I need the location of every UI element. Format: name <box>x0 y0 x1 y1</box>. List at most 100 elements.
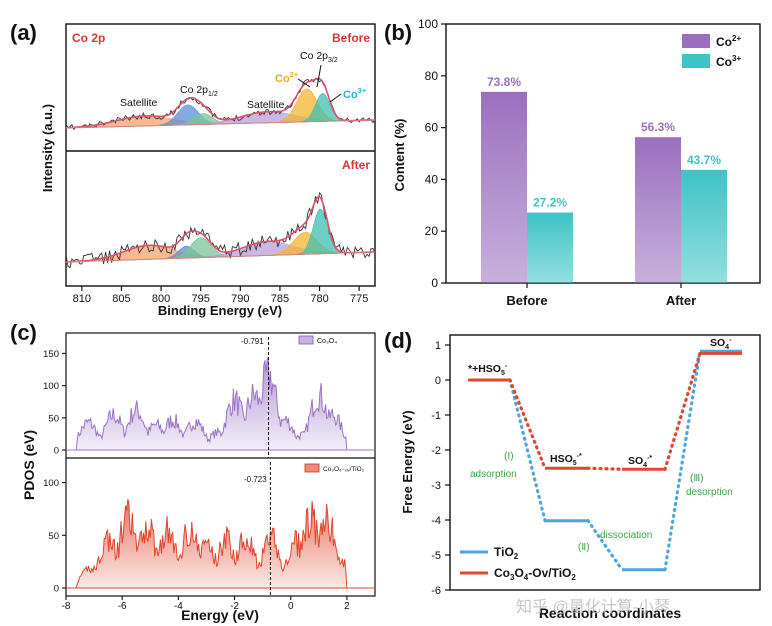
xps-tick-label: 785 <box>271 293 289 305</box>
energy-x-label: Reaction coordinates <box>539 605 682 621</box>
energy-connector-Co3O4-Ov/TiO2 <box>586 466 624 471</box>
pdos-curve-1 <box>66 499 375 589</box>
xps-fit-Before <box>65 77 375 129</box>
energy-y-tick-label: -6 <box>431 585 441 597</box>
pdos-y-tick-label: 50 <box>48 413 59 424</box>
energy-connector-Co3O4-Ov/TiO2 <box>508 378 547 470</box>
arrow-co3plus <box>329 93 342 103</box>
step-2-number: (Ⅱ) <box>578 542 590 553</box>
pdos-legend-swatch-top <box>298 335 314 345</box>
step-3-number: (Ⅲ) <box>690 473 704 484</box>
annotation-co2p12: Co 2p1/2 <box>180 84 218 98</box>
bar-y-tick-label: 0 <box>431 276 438 290</box>
energy-y-tick-label: 0 <box>435 375 441 387</box>
pdos-x-tick-label: -4 <box>174 601 183 612</box>
pdos-y-tick-label: 50 <box>48 531 59 542</box>
watermark: 知乎 @量化计算-小琴 <box>516 597 670 616</box>
annotation-co3plus: Co3+ <box>343 86 367 101</box>
energy-y-tick-label: -5 <box>431 550 441 562</box>
xps-after-label: After <box>342 158 370 172</box>
bar-value-label: 43.7% <box>687 153 721 167</box>
state-label-1: *+HSO5- <box>468 363 508 377</box>
pdos-x-tick-label: 2 <box>344 601 350 612</box>
legend-swatch-co3plus <box>682 54 710 68</box>
bar-y-tick-label: 100 <box>418 17 438 31</box>
panel-label-c: (c) <box>10 320 37 345</box>
xps-tick-label: 810 <box>73 293 91 305</box>
pdos-x-tick-label: -8 <box>62 601 71 612</box>
xps-corner-label: Co 2p <box>72 31 105 45</box>
bar-y-tick-label: 80 <box>425 69 439 83</box>
pdos-x-tick-label: -6 <box>118 601 127 612</box>
xps-tick-label: 795 <box>192 293 210 305</box>
energy-connector-Co3O4-Ov/TiO2 <box>663 351 702 471</box>
energy-y-tick-label: -2 <box>431 445 441 457</box>
pdos-panel: 0 50 100 150 0 50 100 -8 -6 -4 -2 0 2 Co₃O₄ Co₃O₄₋… <box>21 332 376 623</box>
xps-x-axis: 810 805 800 795 790 785 780 775 <box>73 286 368 305</box>
bar-Co3+-Before <box>527 212 573 283</box>
xps-tick-label: 800 <box>152 293 170 305</box>
annotation-co2p32: Co 2p3/2 <box>300 50 338 64</box>
xps-y-label: Intensity (a.u.) <box>40 104 55 192</box>
legend-co2plus: Co2+ <box>716 34 741 49</box>
energy-connector-TiO2 <box>508 378 547 523</box>
panel-label-a: (a) <box>10 20 37 45</box>
annotation-satellite-1: Satellite <box>120 97 158 109</box>
legend-co3o4: Co3O4-Ov/TiO2 <box>494 566 576 582</box>
panel-label-b: (b) <box>384 20 412 45</box>
energy-frame <box>449 334 761 591</box>
bar-value-label: 56.3% <box>641 120 675 134</box>
bar-frame <box>445 23 761 284</box>
annotation-satellite-2: Satellite <box>247 99 285 111</box>
bar-y-tick-label: 40 <box>425 172 439 186</box>
pdos-y-tick-label: 0 <box>54 446 59 457</box>
state-label-2: HSO5-* <box>550 453 582 467</box>
fermi-label-bot: -0.723 <box>244 475 267 484</box>
bar-value-label: 73.8% <box>487 75 521 89</box>
xps-tick-label: 790 <box>231 293 249 305</box>
pdos-y-label: PDOS (eV) <box>21 430 37 500</box>
pdos-y-tick-label: 100 <box>43 381 59 392</box>
bar-category-label: Before <box>506 293 547 308</box>
pdos-y-tick-label: 100 <box>43 478 59 489</box>
xps-tick-label: 775 <box>350 293 368 305</box>
energy-y-tick-label: 1 <box>435 340 441 352</box>
state-label-3: SO4-* <box>628 455 652 469</box>
pdos-y-tick-label: 150 <box>43 349 59 360</box>
pdos-curve-0 <box>66 356 375 451</box>
pdos-co3o4-plot: 0 50 100 150 <box>43 337 375 458</box>
pdos-x-tick-label: 0 <box>288 601 294 612</box>
arrow-co2plus <box>297 78 311 88</box>
energy-marks <box>468 349 742 572</box>
legend-swatch-co2plus <box>682 34 710 48</box>
energy-y-tick-label: -1 <box>431 410 441 422</box>
bar-panel: 0 20 40 60 80 100 73.8% 27.2% Before 56.3% 43.7% A… <box>392 17 761 308</box>
energy-y-tick-label: -3 <box>431 480 441 492</box>
pdos-co3o4ov-plot: 0 50 100 <box>43 462 375 596</box>
legend-co3plus: Co3+ <box>716 54 741 69</box>
bar-axes: 0 20 40 60 80 100 <box>418 17 761 290</box>
energy-connector-TiO2 <box>586 519 624 572</box>
bar-value-label: 27.2% <box>533 196 567 210</box>
bar-y-tick-label: 20 <box>425 224 439 238</box>
pdos-x-tick-label: -2 <box>230 601 239 612</box>
energy-axes: 1 0 -1 -2 -3 -4 -5 -6 <box>431 340 450 597</box>
pdos-y-tick-label: 0 <box>54 584 59 595</box>
pdos-legend-top: Co₃O₄ <box>317 338 337 345</box>
xps-panel: 810 805 800 795 790 785 780 775 Co 2p Before Af… <box>40 23 376 318</box>
step-3-text: desorption <box>686 487 733 498</box>
step-1-number: (Ⅰ) <box>504 451 514 462</box>
bar-Co2+-After <box>635 137 681 283</box>
energy-panel: 1 0 -1 -2 -3 -4 -5 -6 Free Energy (eV) Reaction… <box>400 334 761 621</box>
pdos-legend-bot: Co₃O₄₋ₒᵥ/TiO₂ <box>323 466 365 473</box>
xps-frame <box>65 23 376 287</box>
annotation-co2plus: Co2+ <box>275 70 299 85</box>
legend-tio2: TiO2 <box>494 545 519 561</box>
bar-marks: 73.8% 27.2% Before 56.3% 43.7% After <box>481 75 727 308</box>
pdos-axes: -8 -6 -4 -2 0 2 <box>62 596 350 612</box>
arrow-co2p32 <box>316 64 322 88</box>
xps-baseline-Before <box>65 119 376 129</box>
xps-tick-label: 780 <box>310 293 328 305</box>
energy-connector-TiO2 <box>663 349 702 572</box>
